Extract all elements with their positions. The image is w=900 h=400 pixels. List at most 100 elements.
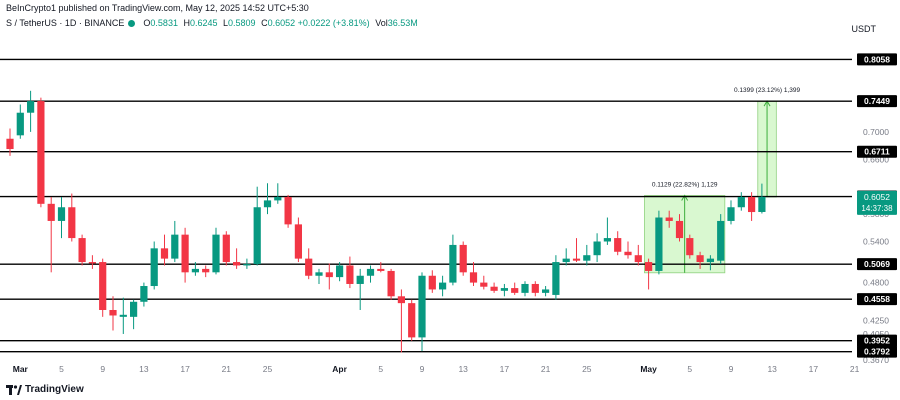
candle-body-down: [686, 238, 694, 256]
candle-body-down: [428, 275, 436, 290]
level-price-tag: [857, 53, 897, 66]
low-value: 0.5809: [228, 18, 256, 28]
level-price-tag: [857, 334, 897, 347]
x-tick-label: 25: [263, 364, 273, 374]
candle-body-down: [47, 203, 55, 221]
candle-body-up: [449, 244, 457, 283]
x-tick-label: Mar: [13, 364, 29, 374]
volume-label: Vol: [375, 18, 388, 28]
open-label: O: [143, 18, 151, 28]
level-price-tag: [857, 293, 897, 306]
candle-body-down: [78, 238, 86, 263]
candle-body-up: [191, 268, 199, 273]
market-status-icon: [127, 20, 135, 27]
candle-body-up: [500, 288, 508, 291]
x-tick-label: 9: [729, 364, 734, 374]
candle-body-up: [212, 234, 220, 273]
candle-body-down: [624, 251, 632, 256]
candle-body-down: [696, 255, 704, 263]
currency-label: USDT: [851, 24, 877, 34]
x-tick-label: 5: [59, 364, 64, 374]
x-tick-label: 9: [100, 364, 105, 374]
candle-body-up: [737, 196, 745, 208]
y-tick-label: 0.7000: [863, 127, 889, 137]
x-tick-label: 21: [222, 364, 232, 374]
candle-body-up: [593, 241, 601, 256]
x-tick-label: 13: [458, 364, 468, 374]
level-price-tag: [857, 258, 897, 271]
candle-body-down: [6, 138, 14, 150]
candle-body-up: [243, 264, 251, 266]
candle-body-up: [603, 238, 611, 242]
candle-body-down: [408, 303, 416, 338]
candle-body-up: [418, 275, 426, 338]
x-tick-label: 17: [180, 364, 190, 374]
candle-body-down: [305, 258, 313, 276]
candle-body-up: [130, 301, 138, 317]
publisher-line: BeInCrypto1 published on TradingView.com…: [6, 3, 309, 13]
level-price-tag: [857, 145, 897, 158]
candle-body-down: [233, 262, 241, 266]
level-price-tag: [857, 95, 897, 108]
candle-body-up: [717, 220, 725, 261]
symbol-title[interactable]: S / TetherUS · 1D · BINANCE: [6, 18, 125, 28]
candle-body-up: [140, 286, 148, 302]
candle-body-up: [521, 283, 529, 293]
close-label: C: [261, 18, 268, 28]
candle-body-down: [325, 272, 333, 278]
x-tick-label: 17: [500, 364, 510, 374]
candle-body-down: [160, 248, 169, 259]
change-value: +0.0222 (+3.81%): [297, 18, 370, 28]
candle-body-up: [366, 268, 375, 276]
candle-body-down: [511, 288, 519, 293]
countdown-label: 14:37:38: [861, 204, 893, 213]
level-price-label: 0.4558: [864, 294, 890, 304]
candle-body-up: [263, 200, 272, 208]
level-price-label: 0.5069: [864, 259, 890, 269]
level-price-tag: [857, 345, 897, 358]
close-value: 0.6052: [267, 18, 296, 28]
candle-body-up: [583, 255, 591, 261]
candle-body-up: [150, 248, 158, 287]
candle-body-up: [119, 314, 127, 317]
low-label: L: [223, 18, 229, 28]
candle-body-down: [377, 268, 385, 271]
high-value: 0.6245: [189, 18, 218, 28]
y-tick-label: 0.5400: [863, 236, 889, 246]
candle-body-up: [552, 262, 560, 295]
x-tick-label: Apr: [332, 364, 347, 374]
candle-body-down: [490, 286, 498, 291]
y-tick-label: 0.4800: [863, 278, 889, 288]
x-tick-label: 5: [378, 364, 383, 374]
price-range-label: 0.1399 (23.12%) 1,399: [734, 87, 801, 94]
candle-body-down: [614, 238, 622, 252]
candle-body-down: [480, 282, 488, 287]
candle-body-down: [68, 207, 76, 239]
price-range-label: 0.1129 (22.82%) 1,129: [652, 181, 718, 188]
volume-value: 36.53M: [387, 18, 418, 28]
y-tick-label: 0.6600: [863, 154, 889, 164]
candle-body-down: [222, 234, 230, 263]
candle-body-up: [171, 234, 179, 259]
candle-body-up: [655, 217, 663, 271]
level-price-label: 0.7449: [864, 96, 890, 106]
tradingview-logo[interactable]: TradingView: [6, 384, 84, 395]
candle-body-down: [88, 262, 96, 264]
y-tick-label: 0.4250: [863, 315, 889, 325]
level-price-label: 0.6711: [864, 147, 890, 157]
x-tick-label: 5: [687, 364, 692, 374]
candle-body-down: [99, 262, 107, 310]
candle-body-up: [727, 207, 735, 221]
candle-body-up: [706, 258, 714, 263]
level-price-label: 0.8058: [864, 54, 890, 64]
candle-body-down: [572, 258, 581, 261]
x-tick-label: 13: [767, 364, 777, 374]
candle-body-down: [531, 283, 539, 293]
y-tick-label: 0.4050: [863, 329, 889, 339]
x-tick-label: 25: [582, 364, 592, 374]
candle-body-up: [27, 101, 35, 113]
candle-body-down: [645, 262, 653, 271]
candle-body-down: [748, 196, 756, 213]
tradingview-logo-icon: [6, 384, 22, 395]
